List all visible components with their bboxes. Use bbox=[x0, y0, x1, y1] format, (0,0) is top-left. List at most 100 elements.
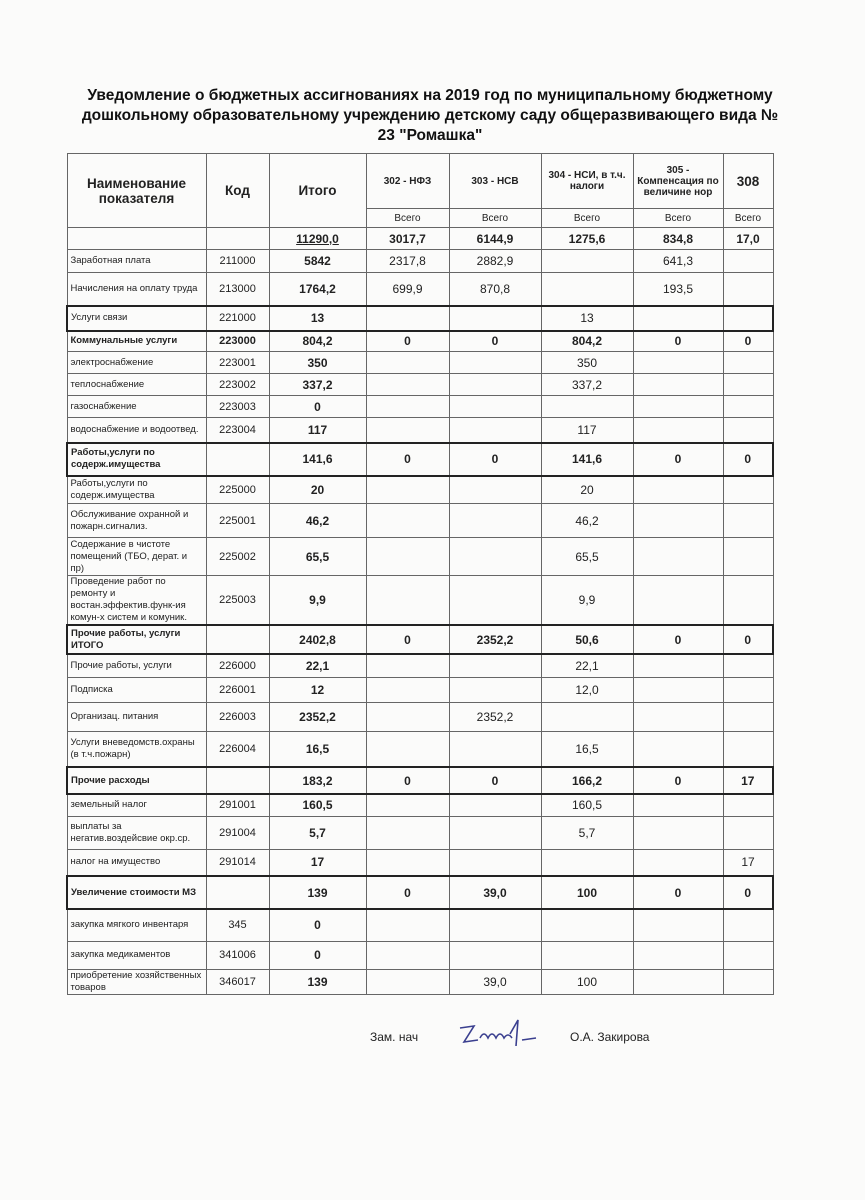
row-304: 9,9 bbox=[540, 575, 634, 626]
row-308 bbox=[722, 701, 774, 732]
row-total: 65,5 bbox=[268, 537, 367, 576]
row-304: 141,6 bbox=[540, 441, 634, 477]
row-code: 291014 bbox=[205, 848, 270, 877]
row-302 bbox=[365, 730, 450, 768]
row-name: выплаты за негатив.воздейсвие окр.ср. bbox=[66, 815, 207, 850]
table-row: выплаты за негатив.воздейсвие окр.ср. 291… bbox=[66, 815, 774, 850]
row-303: 2352,2 bbox=[448, 701, 542, 732]
row-302 bbox=[365, 395, 450, 418]
row-303 bbox=[448, 475, 542, 504]
row-303 bbox=[448, 351, 542, 374]
row-name: Услуги вневедомств.охраны (в т.ч.пожарн) bbox=[66, 730, 207, 768]
row-308 bbox=[722, 676, 774, 703]
row-308 bbox=[722, 304, 774, 332]
row-304: 50,6 bbox=[540, 624, 634, 655]
table-row: Обслуживание охранной и пожарн.сигнализ.… bbox=[66, 503, 774, 538]
table-row: Организац. питания 226003 2352,2 2352,2 bbox=[66, 701, 774, 732]
table-row: Прочие работы, услуги 226000 22,1 22,1 bbox=[66, 653, 774, 678]
table-row: водоснабжение и водоотвед. 223004 117 117 bbox=[66, 417, 774, 443]
row-303 bbox=[448, 908, 542, 942]
row-total: 117 bbox=[268, 417, 367, 443]
row-305: 0 bbox=[632, 330, 724, 352]
table-row: Прочие работы, услуги ИТОГО 2402,8 0 2352,2… bbox=[66, 624, 774, 655]
table-row: земельный налог 291001 160,5 160,5 bbox=[66, 793, 774, 817]
row-303 bbox=[448, 304, 542, 332]
table-row: Услуги связи 221000 13 13 bbox=[66, 304, 774, 332]
row-304: 804,2 bbox=[540, 330, 634, 352]
row-total: 160,5 bbox=[268, 793, 367, 817]
row-308 bbox=[722, 730, 774, 768]
row-name: теплоснабжение bbox=[66, 373, 207, 396]
row-305 bbox=[632, 848, 724, 877]
header-308: 308 bbox=[722, 153, 774, 209]
table-row: Начисления на оплату труда 213000 1764,2 69… bbox=[66, 272, 774, 306]
row-305 bbox=[632, 373, 724, 396]
row-total: 141,6 bbox=[268, 441, 367, 477]
row-303: 0 bbox=[448, 330, 542, 352]
table-row: теплоснабжение 223002 337,2 337,2 bbox=[66, 373, 774, 396]
row-304: 16,5 bbox=[540, 730, 634, 768]
row-code: 213000 bbox=[205, 272, 270, 306]
row-308 bbox=[722, 793, 774, 817]
row-305 bbox=[632, 730, 724, 768]
row-code bbox=[205, 875, 270, 910]
row-code bbox=[205, 624, 270, 655]
row-303 bbox=[448, 653, 542, 678]
row-name: приобретение хозяйственных товаров bbox=[66, 968, 207, 995]
row-303 bbox=[448, 417, 542, 443]
row-code: 226003 bbox=[205, 701, 270, 732]
row-name: Содержание в чистоте помещений (ТБО, дер… bbox=[66, 537, 207, 576]
row-name: Проведение работ по ремонту и востан.эфф… bbox=[66, 575, 207, 626]
subheader-cell: Всего bbox=[448, 208, 542, 228]
row-code: 226000 bbox=[205, 653, 270, 678]
row-total: 5,7 bbox=[268, 815, 367, 850]
row-303 bbox=[448, 730, 542, 768]
row-total: 337,2 bbox=[268, 373, 367, 396]
row-304: 160,5 bbox=[540, 793, 634, 817]
row-304: 22,1 bbox=[540, 653, 634, 678]
row-303 bbox=[448, 395, 542, 418]
row-name: Начисления на оплату труда bbox=[66, 272, 207, 306]
document-title: Уведомление о бюджетных ассигнованиях на… bbox=[81, 87, 779, 144]
row-304: 100 bbox=[540, 968, 634, 995]
row-308 bbox=[722, 351, 774, 374]
row-303 bbox=[448, 575, 542, 626]
row-total: 1764,2 bbox=[268, 272, 367, 306]
row-total: 2402,8 bbox=[268, 624, 367, 655]
row-302 bbox=[365, 373, 450, 396]
row-305 bbox=[632, 475, 724, 504]
row-code bbox=[205, 441, 270, 477]
row-total: 0 bbox=[268, 395, 367, 418]
row-302 bbox=[365, 475, 450, 504]
row-total: 0 bbox=[268, 940, 367, 970]
row-name: Организац. питания bbox=[66, 701, 207, 732]
row-304 bbox=[540, 249, 634, 273]
row-308 bbox=[722, 272, 774, 306]
row-name: Работы,услуги по содерж.имущества bbox=[66, 441, 207, 477]
row-302 bbox=[365, 701, 450, 732]
row-302 bbox=[365, 537, 450, 576]
row-code: 223002 bbox=[205, 373, 270, 396]
row-304 bbox=[540, 272, 634, 306]
row-code: 225000 bbox=[205, 475, 270, 504]
row-total: 16,5 bbox=[268, 730, 367, 768]
row-total: 46,2 bbox=[268, 503, 367, 538]
row-302: 0 bbox=[365, 624, 450, 655]
row-code: 226001 bbox=[205, 676, 270, 703]
header-304: 304 - НСИ, в т.ч. налоги bbox=[540, 153, 634, 209]
row-302: 0 bbox=[365, 875, 450, 910]
row-305: 641,3 bbox=[632, 249, 724, 273]
row-305 bbox=[632, 815, 724, 850]
signature-image bbox=[459, 1019, 537, 1047]
row-total: 183,2 bbox=[268, 766, 367, 795]
row-303 bbox=[448, 815, 542, 850]
row-303: 0 bbox=[448, 766, 542, 795]
row-name: закупка мягкого инвентаря bbox=[66, 908, 207, 942]
row-304: 20 bbox=[540, 475, 634, 504]
row-308 bbox=[722, 815, 774, 850]
table-row: закупка мягкого инвентаря 345 0 bbox=[66, 908, 774, 942]
row-302 bbox=[365, 940, 450, 970]
row-name: Прочие расходы bbox=[66, 766, 207, 795]
row-308: 17,0 bbox=[722, 227, 774, 250]
row-302: 0 bbox=[365, 441, 450, 477]
